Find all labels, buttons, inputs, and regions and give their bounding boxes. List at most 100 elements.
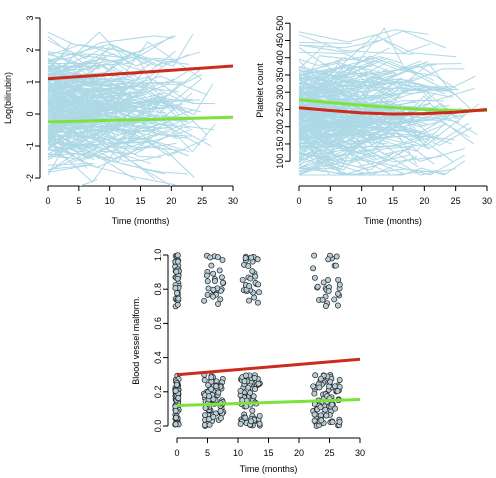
x-tick-label: 0 — [45, 196, 50, 206]
scatter-point — [311, 390, 318, 397]
y-tick-label: 1 — [25, 79, 35, 84]
y-tick-label: 500 — [275, 16, 285, 31]
trajectory-line — [298, 154, 465, 176]
scatter-point — [325, 288, 332, 295]
y-axis-title: Blood vessel malform. — [131, 296, 141, 385]
x-axis-title: Time (months) — [240, 464, 298, 474]
scatter-point — [311, 252, 318, 259]
scatter-point — [219, 256, 226, 263]
scatter-point — [336, 281, 343, 288]
scatter-point — [215, 300, 221, 307]
scatter-point — [203, 272, 210, 279]
trajectory-line — [298, 34, 414, 55]
trajectory-line — [298, 81, 429, 102]
x-tick-label: 0 — [174, 448, 179, 458]
scatter-point — [210, 414, 217, 420]
y-axis-title: Log(bilirubin) — [3, 72, 13, 124]
trajectory-line — [47, 58, 153, 121]
scatter-point — [173, 268, 180, 275]
y-tick-label: 1.0 — [153, 249, 163, 262]
scatter-point — [317, 404, 324, 411]
trajectory-line — [298, 38, 457, 58]
scatter-point — [311, 274, 318, 281]
scatter-point — [335, 276, 342, 283]
scatter-point — [174, 275, 181, 282]
y-tick-label: 200 — [275, 119, 285, 134]
scatter-point — [246, 297, 252, 304]
trajectory-line — [47, 72, 214, 116]
trajectory-line — [298, 121, 411, 162]
plot-area — [172, 252, 361, 429]
scatter-point — [334, 302, 341, 309]
scatter-point — [217, 415, 224, 422]
trajectory-line — [47, 134, 185, 162]
scatter-point — [249, 268, 256, 275]
trajectory-line — [298, 63, 462, 102]
trajectory-line — [298, 122, 372, 137]
scatter-point — [202, 412, 208, 419]
scatter-point — [237, 387, 244, 394]
scatter-point — [325, 277, 331, 283]
scatter-point — [210, 293, 216, 300]
scatter-point — [318, 417, 325, 424]
scatter-point — [208, 386, 215, 393]
trajectory-line — [298, 139, 346, 147]
scatter-point — [215, 389, 222, 396]
trajectory-line — [298, 105, 421, 140]
trajectory-line — [47, 127, 177, 149]
trajectory-line — [47, 83, 179, 93]
red-mean-curve — [47, 64, 234, 81]
trajectory-line — [298, 156, 466, 176]
trajectory-line — [299, 168, 446, 176]
trajectory-line — [47, 98, 191, 115]
scatter-point — [333, 253, 340, 260]
x-tick-label: 15 — [388, 196, 398, 206]
trajectory-line — [298, 71, 396, 88]
x-tick-label: 10 — [233, 448, 243, 458]
x-tick-label: 10 — [105, 196, 115, 206]
scatter-point — [327, 378, 334, 385]
scatter-point — [217, 296, 224, 303]
scatter-point — [311, 411, 318, 418]
scatter-point — [201, 297, 208, 304]
scatter-point — [254, 299, 261, 306]
scatter-point — [335, 290, 341, 297]
trajectory-line — [47, 89, 107, 102]
trajectory-line — [47, 53, 132, 67]
x-tick-label: 5 — [328, 196, 333, 206]
trajectory-line — [47, 77, 92, 82]
trajectory-line — [47, 131, 119, 145]
trajectory-line — [298, 29, 429, 43]
x-tick-label: 0 — [296, 196, 301, 206]
scatter-point — [241, 378, 248, 385]
trajectory-line — [298, 110, 437, 142]
scatter-point — [172, 285, 179, 292]
x-tick-label: 30 — [228, 196, 238, 206]
scatter-point — [239, 276, 246, 283]
trajectory-line — [47, 164, 91, 170]
trajectory-line — [47, 88, 191, 118]
scatter-point — [252, 386, 259, 393]
trajectory-line — [47, 94, 94, 107]
trajectory-line — [298, 134, 440, 148]
scatter-point — [317, 375, 324, 382]
trajectory-line — [47, 164, 176, 186]
red-mean-curve — [298, 106, 488, 116]
y-tick-label: 0.8 — [153, 283, 163, 296]
scatter-point — [172, 421, 179, 428]
y-tick-label: -1 — [25, 142, 35, 150]
scatter-point — [331, 296, 338, 303]
trajectory-line — [47, 84, 152, 104]
y-tick-label: 0.4 — [153, 351, 163, 364]
scatter-point — [256, 289, 262, 296]
y-tick-label: -2 — [25, 174, 35, 182]
scatter-point — [210, 270, 217, 277]
trajectory-line — [298, 55, 433, 76]
trajectory-line — [298, 102, 352, 125]
trajectory-line — [47, 122, 122, 131]
x-tick-label: 20 — [419, 196, 429, 206]
trajectory-line — [47, 62, 168, 92]
scatter-point — [254, 256, 261, 263]
y-tick-label: 350 — [275, 67, 285, 82]
x-tick-label: 25 — [197, 196, 207, 206]
